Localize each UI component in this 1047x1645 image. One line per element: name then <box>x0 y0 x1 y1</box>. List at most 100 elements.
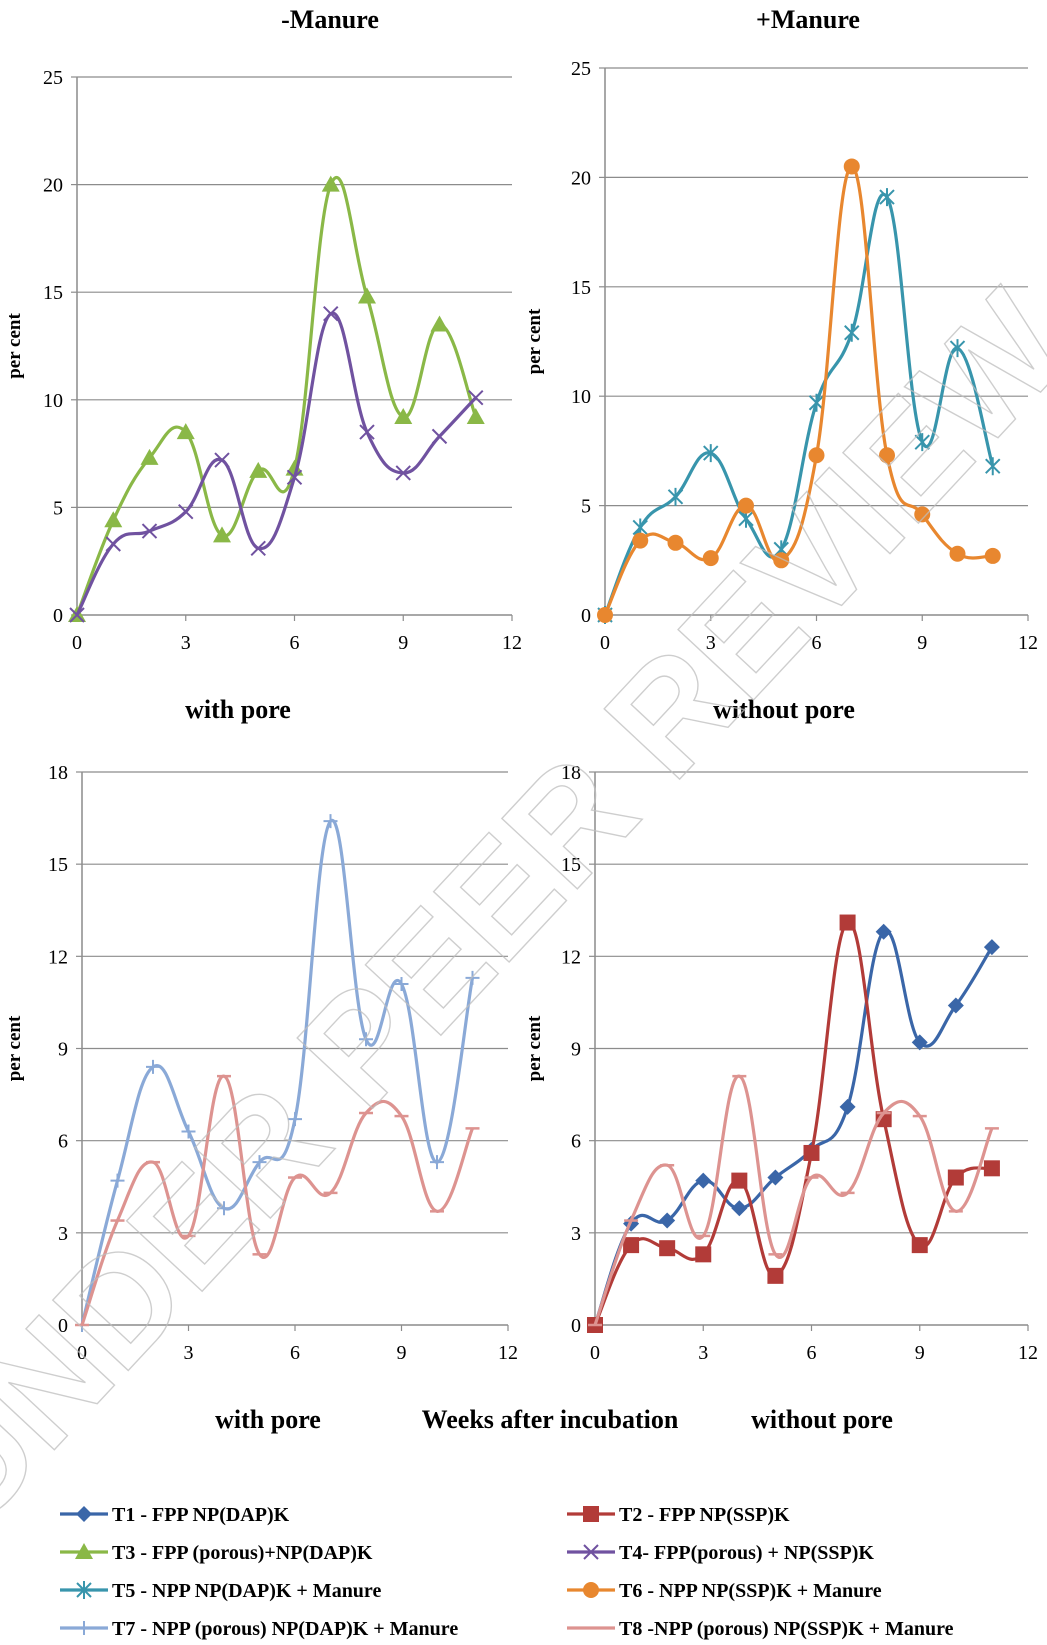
y-tick-label: 9 <box>571 1039 581 1061</box>
x-tick-label: 6 <box>812 632 822 654</box>
data-point-t6 <box>667 534 684 551</box>
y-tick-label: 6 <box>571 1131 581 1153</box>
x-tick-label: 9 <box>398 632 408 654</box>
y-tick-label: 0 <box>581 605 591 627</box>
data-point-t3 <box>321 175 340 192</box>
data-point-t2 <box>623 1237 640 1254</box>
data-point-t4 <box>431 428 448 445</box>
data-point-t7 <box>146 1059 160 1074</box>
legend-item-t6: T6 - NPP NP(SSP)K + Manure <box>567 1580 882 1602</box>
data-point-t7 <box>252 1155 267 1170</box>
data-point-t2 <box>731 1172 748 1189</box>
data-point-t5 <box>667 487 684 506</box>
data-point-t1 <box>875 923 892 940</box>
legend-marker-t4 <box>583 1544 599 1560</box>
data-point-t5 <box>914 433 930 452</box>
data-point-t1 <box>983 939 1000 956</box>
y-tick-label: 10 <box>571 386 591 408</box>
data-point-t2 <box>659 1240 676 1257</box>
chart-bottom-right: 0 3 6 9 12 15 18 0 3 6 9 12 per cent <box>524 762 1038 1364</box>
x-tick-label: 3 <box>698 1342 708 1364</box>
legend-label: T2 - FPP NP(SSP)K <box>619 1504 790 1526</box>
data-point-t7 <box>465 970 480 985</box>
legend-marker-t6 <box>583 1582 599 1598</box>
series-line-t1 <box>593 929 994 1326</box>
legend-label: T1 - FPP NP(DAP)K <box>112 1504 290 1526</box>
data-point-t4 <box>105 536 121 552</box>
y-tick-label: 15 <box>561 854 581 876</box>
left-column-title: -Manure <box>281 5 379 34</box>
y-tick-label: 0 <box>58 1315 68 1337</box>
x-tick-label: 6 <box>807 1342 817 1364</box>
data-point-t1 <box>659 1212 676 1229</box>
x-tick-label: 12 <box>498 1342 518 1364</box>
watermark: UNDER PEER REVIEW <box>0 261 1047 1558</box>
data-point-t3 <box>430 315 449 332</box>
data-point-t5 <box>703 444 719 463</box>
data-point-t5 <box>879 188 895 207</box>
data-point-t1 <box>947 997 964 1014</box>
y-tick-label: 3 <box>571 1223 581 1245</box>
data-point-t2 <box>803 1144 820 1161</box>
data-point-t6 <box>949 545 966 562</box>
legend-item-t2: T2 - FPP NP(SSP)K <box>567 1504 790 1526</box>
legend-item-t3: T3 - FPP (porous)+NP(DAP)K <box>60 1542 373 1564</box>
legend-item-t7: T7 - NPP (porous) NP(DAP)K + Manure <box>60 1618 458 1640</box>
data-point-t7 <box>323 814 338 829</box>
data-point-t6 <box>738 497 754 514</box>
data-point-t6 <box>879 447 895 464</box>
y-tick-label: 5 <box>581 496 591 518</box>
legend-marker-t5 <box>76 1581 92 1599</box>
x-tick-label: 6 <box>290 1342 300 1364</box>
data-point-t5 <box>949 339 966 358</box>
data-point-t7 <box>430 1155 444 1170</box>
y-tick-label: 10 <box>43 390 63 412</box>
data-point-t3 <box>466 408 485 425</box>
data-point-t3 <box>176 423 195 440</box>
x-tick-label: 0 <box>77 1342 87 1364</box>
data-point-t4 <box>250 540 266 556</box>
chart-top-right: 0 5 10 15 20 25 0 3 6 9 12 per cent <box>524 58 1038 654</box>
data-point-t6 <box>843 158 860 175</box>
legend-label: T4- FPP(porous) + NP(SSP)K <box>619 1542 874 1564</box>
data-point-t2 <box>839 914 856 931</box>
data-point-t6 <box>914 506 931 523</box>
data-point-t4 <box>69 607 85 623</box>
y-tick-label: 3 <box>58 1223 68 1245</box>
data-point-t7 <box>181 1124 196 1139</box>
data-point-t6 <box>984 547 1001 564</box>
y-tick-label: 18 <box>48 762 68 784</box>
legend-item-t8: T8 -NPP (porous) NP(SSP)K + Manure <box>567 1618 954 1640</box>
y-tick-label: 25 <box>571 58 591 80</box>
y-tick-label: 15 <box>43 282 63 304</box>
x-tick-label: 3 <box>706 632 716 654</box>
data-point-t7 <box>359 1032 373 1047</box>
data-point-t6 <box>632 532 649 549</box>
legend-marker-t2 <box>583 1506 599 1522</box>
x-tick-label: 0 <box>600 632 610 654</box>
legend-label: T7 - NPP (porous) NP(DAP)K + Manure <box>112 1618 458 1640</box>
y-tick-label: 12 <box>561 946 581 968</box>
data-point-t4 <box>323 306 339 322</box>
data-point-t4 <box>286 469 303 485</box>
series-line-t5 <box>603 192 995 616</box>
data-point-t6 <box>702 550 719 567</box>
data-point-t3 <box>104 511 123 528</box>
chart-top-left: 0 5 10 15 20 25 0 3 6 9 12 per cent <box>4 67 522 654</box>
legend-label: T6 - NPP NP(SSP)K + Manure <box>619 1580 882 1602</box>
series-line-t4 <box>75 311 477 616</box>
legend-label: T8 -NPP (porous) NP(SSP)K + Manure <box>619 1618 954 1640</box>
data-point-t1 <box>911 1034 928 1051</box>
legend-item-t5: T5 - NPP NP(DAP)K + Manure <box>60 1580 381 1602</box>
data-point-t5 <box>985 457 1001 476</box>
legend-item-t4: T4- FPP(porous) + NP(SSP)K <box>567 1542 874 1564</box>
y-tick-label: 20 <box>43 175 63 197</box>
data-point-t3 <box>213 526 231 543</box>
data-point-t2 <box>911 1237 928 1254</box>
x-tick-label: 9 <box>397 1342 407 1364</box>
chart-bottom-left: 0 3 6 9 12 15 18 0 3 6 9 12 per cent <box>4 762 518 1364</box>
y-tick-label: 18 <box>561 762 581 784</box>
data-point-t2 <box>695 1246 712 1263</box>
data-point-t6 <box>773 552 790 569</box>
